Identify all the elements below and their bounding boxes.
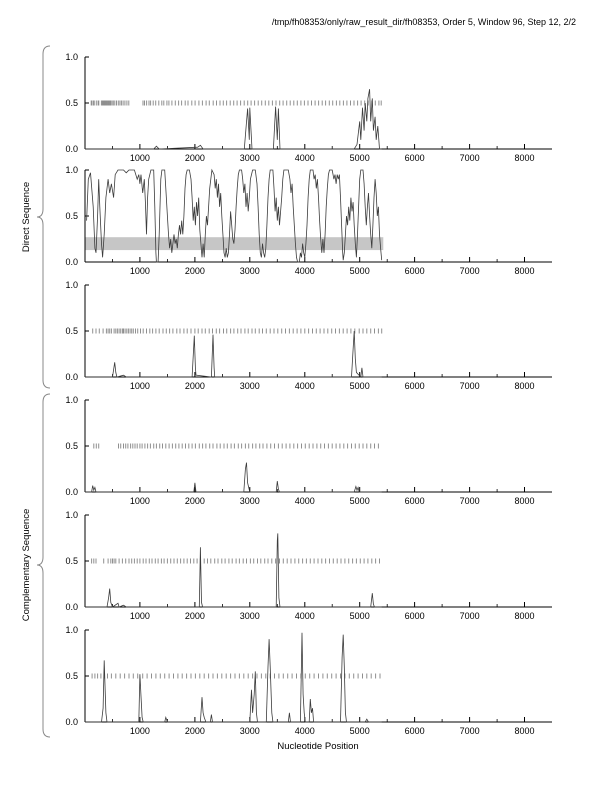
predicted-region-band <box>85 237 384 251</box>
y-tick-label: 1.0 <box>65 510 78 520</box>
x-tick-label: 4000 <box>295 153 315 163</box>
x-tick-label: 2000 <box>185 153 205 163</box>
x-tick-label: 3000 <box>240 611 260 621</box>
x-tick-label: 2000 <box>185 496 205 506</box>
complementary-sequence-label: Complementary Sequence <box>21 509 32 621</box>
y-tick-label: 1.0 <box>65 395 78 405</box>
y-tick-label: 0.0 <box>65 257 78 267</box>
x-tick-label: 3000 <box>240 266 260 276</box>
y-tick-label: 1.0 <box>65 625 78 635</box>
x-tick-label: 4000 <box>295 266 315 276</box>
y-tick-label: 0.5 <box>65 671 78 681</box>
probability-curve <box>85 462 382 493</box>
x-tick-label: 6000 <box>405 611 425 621</box>
x-axis-title: Nucleotide Position <box>277 741 358 752</box>
probability-curve <box>85 632 382 723</box>
x-tick-label: 3000 <box>240 381 260 391</box>
x-tick-label: 8000 <box>514 153 534 163</box>
probability-curve <box>86 168 383 263</box>
x-tick-label: 7000 <box>460 266 480 276</box>
y-tick-label: 0.5 <box>65 441 78 451</box>
panel-complementary-frame-2: 0.0 0.5 1.0 1000 2000 3000 4000 5000 6000 7000 800… <box>65 510 552 621</box>
y-tick-label: 1.0 <box>65 280 78 290</box>
x-tick-label: 2000 <box>185 381 205 391</box>
probability-curve <box>85 89 382 150</box>
x-tick-label: 6000 <box>405 726 425 736</box>
x-tick-label: 3000 <box>240 726 260 736</box>
panel-complementary-frame-1: 0.0 0.5 1.0 1000 2000 3000 4000 5000 6000 7000 800… <box>65 395 552 506</box>
y-tick-label: 1.0 <box>65 165 78 175</box>
x-tick-label: 5000 <box>350 266 370 276</box>
x-tick-label: 7000 <box>460 153 480 163</box>
y-tick-label: 0.0 <box>65 144 78 154</box>
y-tick-label: 0.0 <box>65 717 78 727</box>
x-tick-label: 8000 <box>514 611 534 621</box>
y-tick-label: 0.5 <box>65 326 78 336</box>
panel-direct-frame-1: 0.0 0.5 1.0 1000 2000 3000 4000 5000 6000 7000 800… <box>65 52 552 163</box>
complementary-sequence-brace <box>36 393 51 738</box>
x-tick-label: 1000 <box>130 726 150 736</box>
x-tick-label: 1000 <box>130 266 150 276</box>
y-tick-label: 0.0 <box>65 372 78 382</box>
y-tick-label: 0.5 <box>65 98 78 108</box>
x-tick-label: 4000 <box>295 611 315 621</box>
x-tick-label: 4000 <box>295 726 315 736</box>
x-tick-label: 7000 <box>460 381 480 391</box>
panel-complementary-frame-3: 0.0 0.5 1.0 1000 2000 3000 4000 5000 6000 7000 800… <box>65 625 552 736</box>
x-tick-label: 8000 <box>514 266 534 276</box>
x-tick-label: 8000 <box>514 381 534 391</box>
x-tick-label: 8000 <box>514 726 534 736</box>
x-tick-label: 5000 <box>350 726 370 736</box>
y-tick-label: 0.0 <box>65 487 78 497</box>
x-tick-label: 6000 <box>405 496 425 506</box>
x-tick-label: 5000 <box>350 496 370 506</box>
x-tick-label: 1000 <box>130 496 150 506</box>
x-tick-label: 4000 <box>295 496 315 506</box>
x-tick-label: 5000 <box>350 381 370 391</box>
x-tick-label: 2000 <box>185 611 205 621</box>
x-tick-label: 7000 <box>460 611 480 621</box>
panel-direct-frame-2: 0.0 0.5 1.0 1000 2000 3000 4000 5000 6000 7000 800… <box>65 165 552 276</box>
direct-sequence-brace <box>36 45 51 389</box>
y-tick-label: 0.0 <box>65 602 78 612</box>
x-tick-label: 7000 <box>460 496 480 506</box>
x-tick-label: 6000 <box>405 153 425 163</box>
x-tick-label: 6000 <box>405 266 425 276</box>
probability-curve <box>85 330 382 378</box>
x-tick-label: 4000 <box>295 381 315 391</box>
x-tick-label: 1000 <box>130 611 150 621</box>
x-tick-label: 2000 <box>185 266 205 276</box>
x-tick-label: 2000 <box>185 726 205 736</box>
x-tick-label: 5000 <box>350 153 370 163</box>
y-tick-label: 1.0 <box>65 52 78 62</box>
x-tick-label: 8000 <box>514 496 534 506</box>
x-tick-label: 1000 <box>130 381 150 391</box>
direct-sequence-label: Direct Sequence <box>21 182 32 252</box>
x-tick-label: 3000 <box>240 496 260 506</box>
x-tick-label: 1000 <box>130 153 150 163</box>
page-title: /tmp/fh08353/only/raw_result_dir/fh08353… <box>272 17 576 27</box>
x-tick-label: 6000 <box>405 381 425 391</box>
y-tick-label: 0.5 <box>65 211 78 221</box>
panel-direct-frame-3: 0.0 0.5 1.0 1000 2000 3000 4000 5000 6000 7000 800… <box>65 280 552 391</box>
y-tick-label: 0.5 <box>65 556 78 566</box>
x-tick-label: 3000 <box>240 153 260 163</box>
probability-curve <box>85 533 382 608</box>
x-tick-label: 5000 <box>350 611 370 621</box>
x-tick-label: 7000 <box>460 726 480 736</box>
